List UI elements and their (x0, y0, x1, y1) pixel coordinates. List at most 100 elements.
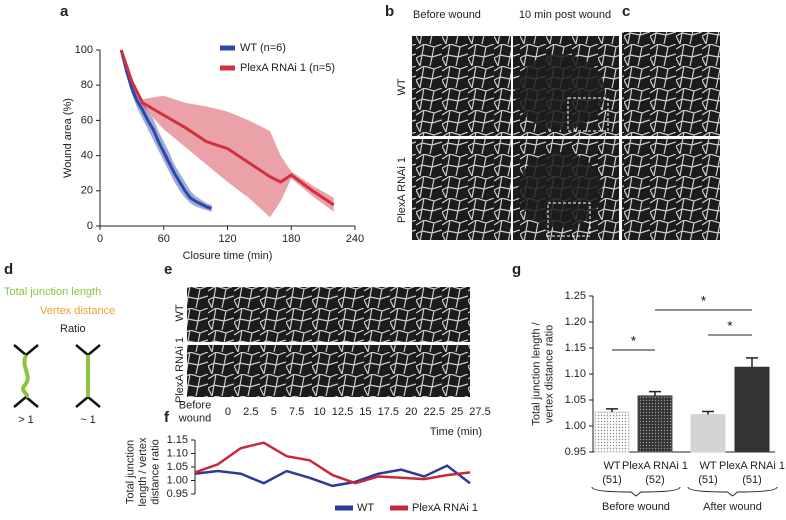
panel-label: a (60, 3, 69, 20)
x-tick-label: 15 (359, 406, 371, 418)
x-tick-label: 20 (405, 406, 417, 418)
y-tick-label: 1.05 (565, 394, 586, 406)
x-tick-label: 0 (225, 406, 231, 418)
error-band (121, 50, 334, 218)
x-tick-label: 180 (282, 233, 300, 245)
y-tick-label: 60 (81, 114, 93, 126)
x-tick-label: WT (699, 460, 716, 472)
micrograph (622, 139, 720, 240)
significance-label: * (701, 293, 707, 309)
junction-diagram (13, 344, 101, 408)
legend-text: Vertex distance (40, 305, 115, 317)
wound (515, 54, 605, 130)
x-tick-label: 25 (451, 406, 463, 418)
inset-box (547, 202, 591, 237)
legend-label: WT (n=6) (240, 42, 286, 54)
x-tick-label: Before wound (178, 400, 211, 425)
legend-label: PlexA RNAi 1 (n=5) (240, 62, 335, 74)
bar (594, 411, 630, 453)
x-axis-label: Closure time (min) (183, 250, 273, 262)
legend-text: Ratio (60, 323, 86, 335)
x-tick-label: 7.5 (289, 406, 304, 418)
error-bar (606, 408, 618, 412)
row-label: PlexA RNAi 1 (396, 157, 408, 223)
significance-label: * (727, 318, 733, 334)
x-axis-label: Time (min) (430, 426, 482, 438)
error-bar (746, 357, 758, 368)
count-label: (51) (602, 474, 622, 486)
y-tick-label: 40 (81, 150, 93, 162)
series-line (119, 49, 335, 207)
group-label: After wound (703, 501, 762, 513)
y-tick-label: 1.25 (565, 290, 586, 302)
wound (518, 152, 602, 228)
significance-label: * (631, 333, 637, 349)
group-brace (591, 486, 681, 497)
diagram-label: ~ 1 (80, 414, 96, 426)
count-label: (51) (742, 474, 762, 486)
x-tick-label: 240 (346, 233, 364, 245)
count-label: (51) (698, 474, 718, 486)
count-label: (52) (645, 474, 665, 486)
x-tick-label: 120 (218, 233, 236, 245)
micrograph-strip (187, 287, 470, 342)
column-label: Before wound (413, 9, 481, 21)
series-line (194, 441, 471, 485)
row-label: WT (174, 304, 186, 321)
x-tick-label: 0 (97, 233, 103, 245)
y-axis-label: Wound area (%) (62, 98, 74, 178)
x-tick-label: 2.5 (243, 406, 258, 418)
x-tick-label: 10 (313, 406, 325, 418)
legend-label: WT (357, 502, 374, 514)
y-tick-label: 1.20 (565, 316, 586, 328)
x-tick-label: 12.5 (332, 406, 353, 418)
x-tick-label: PlexA RNAi 1 (622, 460, 688, 472)
y-tick-label: 1.10 (565, 368, 586, 380)
error-bar (649, 390, 661, 396)
y-axis-label: Total junction length /vertex distance r… (531, 321, 556, 425)
x-tick-label: 27.5 (469, 406, 490, 418)
row-label: WT (396, 78, 408, 95)
panel-label: c (622, 3, 630, 20)
y-tick-label: 1.00 (565, 420, 586, 432)
x-tick-label: 5 (271, 406, 277, 418)
series-line (119, 49, 213, 210)
y-tick-label: 80 (81, 79, 93, 91)
micrograph (622, 32, 720, 136)
y-tick-label: 0.95 (167, 488, 188, 500)
y-tick-label: 1.00 (167, 474, 188, 486)
inset-box (567, 97, 609, 132)
x-tick-label: PlexA RNAi 1 (719, 460, 785, 472)
x-tick-label: 60 (158, 233, 170, 245)
panel-label: f (164, 409, 170, 426)
row-label: PlexA RNAi 1 (174, 337, 186, 403)
series-line (194, 464, 471, 488)
micrograph (412, 36, 511, 136)
error-bar (702, 410, 714, 415)
y-tick-label: 0 (87, 220, 93, 232)
bar (734, 366, 770, 453)
y-tick-label: 1.15 (167, 434, 188, 446)
bar (637, 395, 673, 453)
panel-label: d (4, 261, 13, 278)
group-label: Before wound (602, 501, 670, 513)
y-tick-label: 1.15 (565, 342, 586, 354)
bar (690, 414, 726, 453)
x-tick-label: 17.5 (378, 406, 399, 418)
micrograph (412, 139, 511, 240)
panel-label: g (512, 261, 521, 278)
x-tick-label: WT (603, 460, 620, 472)
group-brace (687, 486, 778, 497)
y-axis-label: Total junctionlength / vertexdistance ra… (124, 437, 161, 507)
diagram-label: > 1 (18, 414, 34, 426)
panel-label: e (164, 261, 172, 278)
legend-label: PlexA RNAi 1 (412, 502, 478, 514)
micrograph-strip (187, 345, 470, 397)
x-tick-label: 22.5 (423, 406, 444, 418)
y-tick-label: 0.95 (565, 446, 586, 458)
legend-text: Total junction length (4, 286, 101, 298)
y-tick-label: 20 (81, 185, 93, 197)
panel-label: b (385, 3, 394, 20)
column-label: 10 min post wound (519, 9, 611, 21)
